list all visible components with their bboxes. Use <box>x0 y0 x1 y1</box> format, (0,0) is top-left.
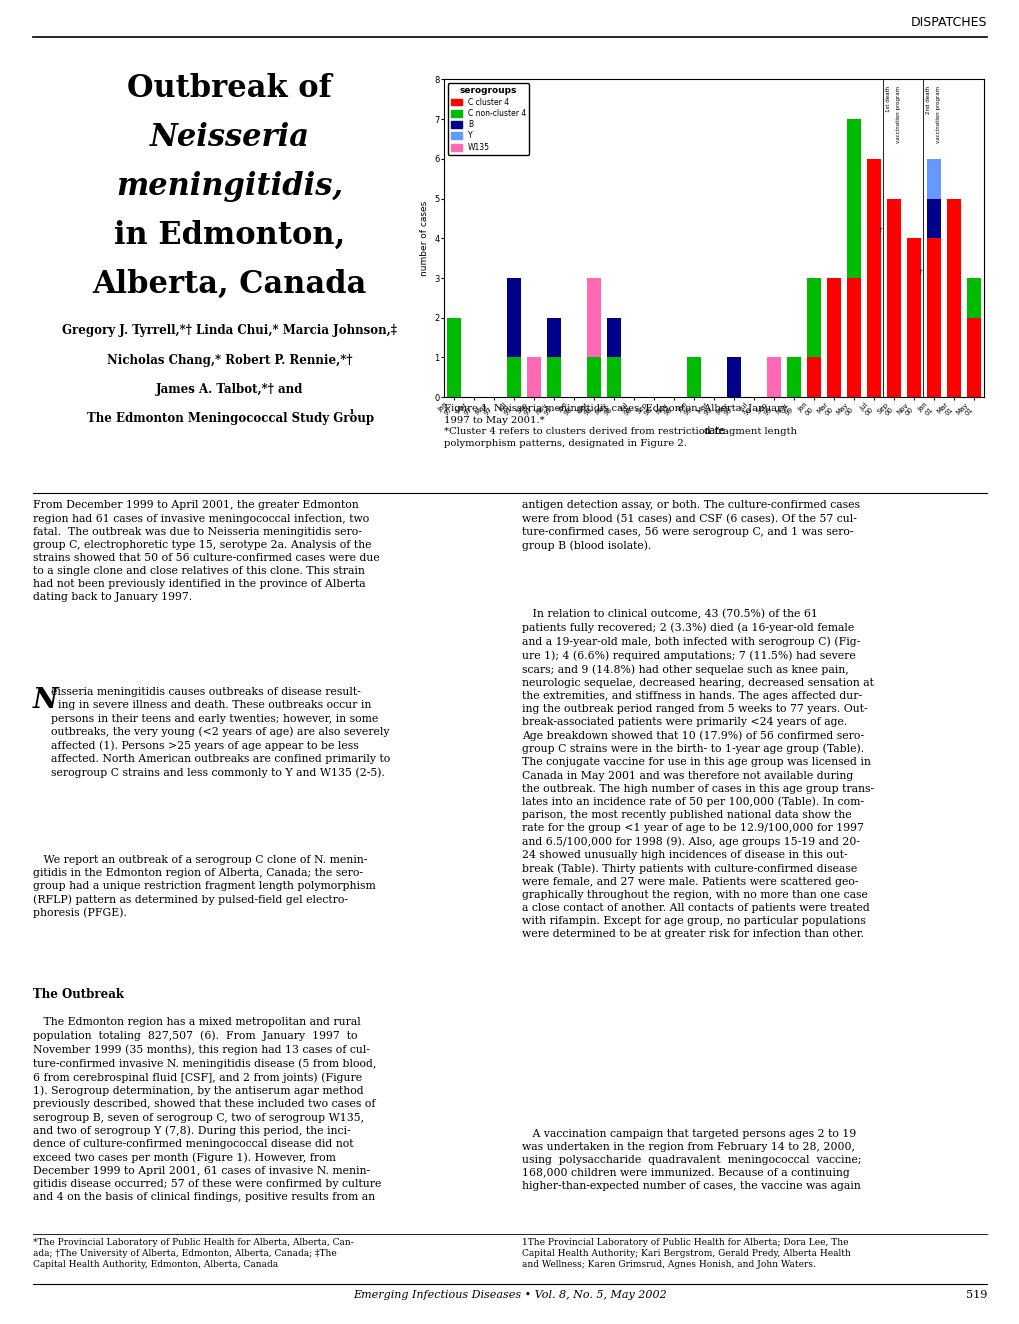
Text: Outbreak of: Outbreak of <box>127 73 331 103</box>
Text: We report an outbreak of a serogroup C clone of N. menin-
gitidis in the Edmonto: We report an outbreak of a serogroup C c… <box>33 855 375 919</box>
Text: 1The Provincial Laboratory of Public Health for Alberta; Dora Lee, The
Capital H: 1The Provincial Laboratory of Public Hea… <box>522 1238 850 1270</box>
Text: The Outbreak: The Outbreak <box>33 988 123 1001</box>
Text: James A. Talbot,*† and: James A. Talbot,*† and <box>156 383 303 396</box>
Bar <box>887 199 901 397</box>
Bar <box>727 357 741 397</box>
Bar <box>846 119 860 278</box>
Bar <box>586 357 600 397</box>
Text: 519: 519 <box>965 1290 986 1300</box>
Bar <box>846 278 860 397</box>
Text: N: N <box>33 687 58 715</box>
Text: From December 1999 to April 2001, the greater Edmonton
region had 61 cases of in: From December 1999 to April 2001, the gr… <box>33 500 379 601</box>
Bar <box>926 238 941 397</box>
Text: Neisseria: Neisseria <box>150 122 309 152</box>
Text: Nicholas Chang,* Robert P. Rennie,*†: Nicholas Chang,* Robert P. Rennie,*† <box>107 354 352 367</box>
Bar <box>966 278 980 318</box>
X-axis label: date: date <box>702 426 725 437</box>
Bar <box>806 278 820 357</box>
Text: vaccination program: vaccination program <box>935 86 941 143</box>
Text: eisseria meningitidis causes outbreaks of disease result-
  ing in severe illnes: eisseria meningitidis causes outbreaks o… <box>51 687 390 779</box>
Bar <box>506 278 521 357</box>
Text: The Edmonton Meningococcal Study Group: The Edmonton Meningococcal Study Group <box>87 412 374 425</box>
Text: DISPATCHES: DISPATCHES <box>910 16 986 29</box>
Bar <box>446 318 461 397</box>
Bar <box>806 357 820 397</box>
Text: †: † <box>917 267 921 274</box>
Bar <box>966 318 980 397</box>
Text: 1: 1 <box>347 408 354 416</box>
Bar <box>926 199 941 238</box>
Text: The Edmonton region has a mixed metropolitan and rural
population  totaling  827: The Edmonton region has a mixed metropol… <box>33 1017 381 1202</box>
Bar <box>586 278 600 357</box>
Text: 2nd death: 2nd death <box>925 86 930 114</box>
Text: †: † <box>877 226 881 233</box>
Bar <box>826 278 841 397</box>
Bar <box>506 357 521 397</box>
Text: *The Provincial Laboratory of Public Health for Alberta, Alberta, Can-
ada; †The: *The Provincial Laboratory of Public Hea… <box>33 1238 353 1270</box>
Text: Gregory J. Tyrrell,*† Linda Chui,* Marcia Johnson,‡: Gregory J. Tyrrell,*† Linda Chui,* Marci… <box>62 324 396 338</box>
Bar <box>526 357 540 397</box>
Bar <box>866 159 880 397</box>
Y-axis label: number of cases: number of cases <box>419 201 428 275</box>
Bar <box>606 318 621 357</box>
Text: A vaccination campaign that targeted persons ages 2 to 19
was undertaken in the : A vaccination campaign that targeted per… <box>522 1129 861 1192</box>
Bar <box>546 318 560 357</box>
Bar <box>606 357 621 397</box>
Text: antigen detection assay, or both. The culture-confirmed cases
were from blood (5: antigen detection assay, or both. The cu… <box>522 500 859 551</box>
Bar <box>546 357 560 397</box>
Text: In relation to clinical outcome, 43 (70.5%) of the 61
patients fully recovered; : In relation to clinical outcome, 43 (70.… <box>522 609 873 939</box>
Text: 1st death: 1st death <box>886 86 891 111</box>
Text: meningitidis,: meningitidis, <box>116 171 342 201</box>
Bar <box>946 199 961 397</box>
Bar <box>926 159 941 199</box>
Text: vaccination program: vaccination program <box>896 86 901 143</box>
Text: Emerging Infectious Diseases • Vol. 8, No. 5, May 2002: Emerging Infectious Diseases • Vol. 8, N… <box>353 1290 666 1300</box>
Text: Figure 1. Neisseria meningitidis cases, Edmonton, Alberta, January
1997 to May 2: Figure 1. Neisseria meningitidis cases, … <box>443 404 796 449</box>
Bar <box>906 238 920 397</box>
Text: Alberta, Canada: Alberta, Canada <box>93 269 366 299</box>
Bar <box>686 357 700 397</box>
Bar <box>766 357 781 397</box>
Bar <box>786 357 801 397</box>
Legend: C cluster 4, C non-cluster 4, B, Y, W135: C cluster 4, C non-cluster 4, B, Y, W135 <box>447 83 529 155</box>
Text: in Edmonton,: in Edmonton, <box>114 220 344 250</box>
